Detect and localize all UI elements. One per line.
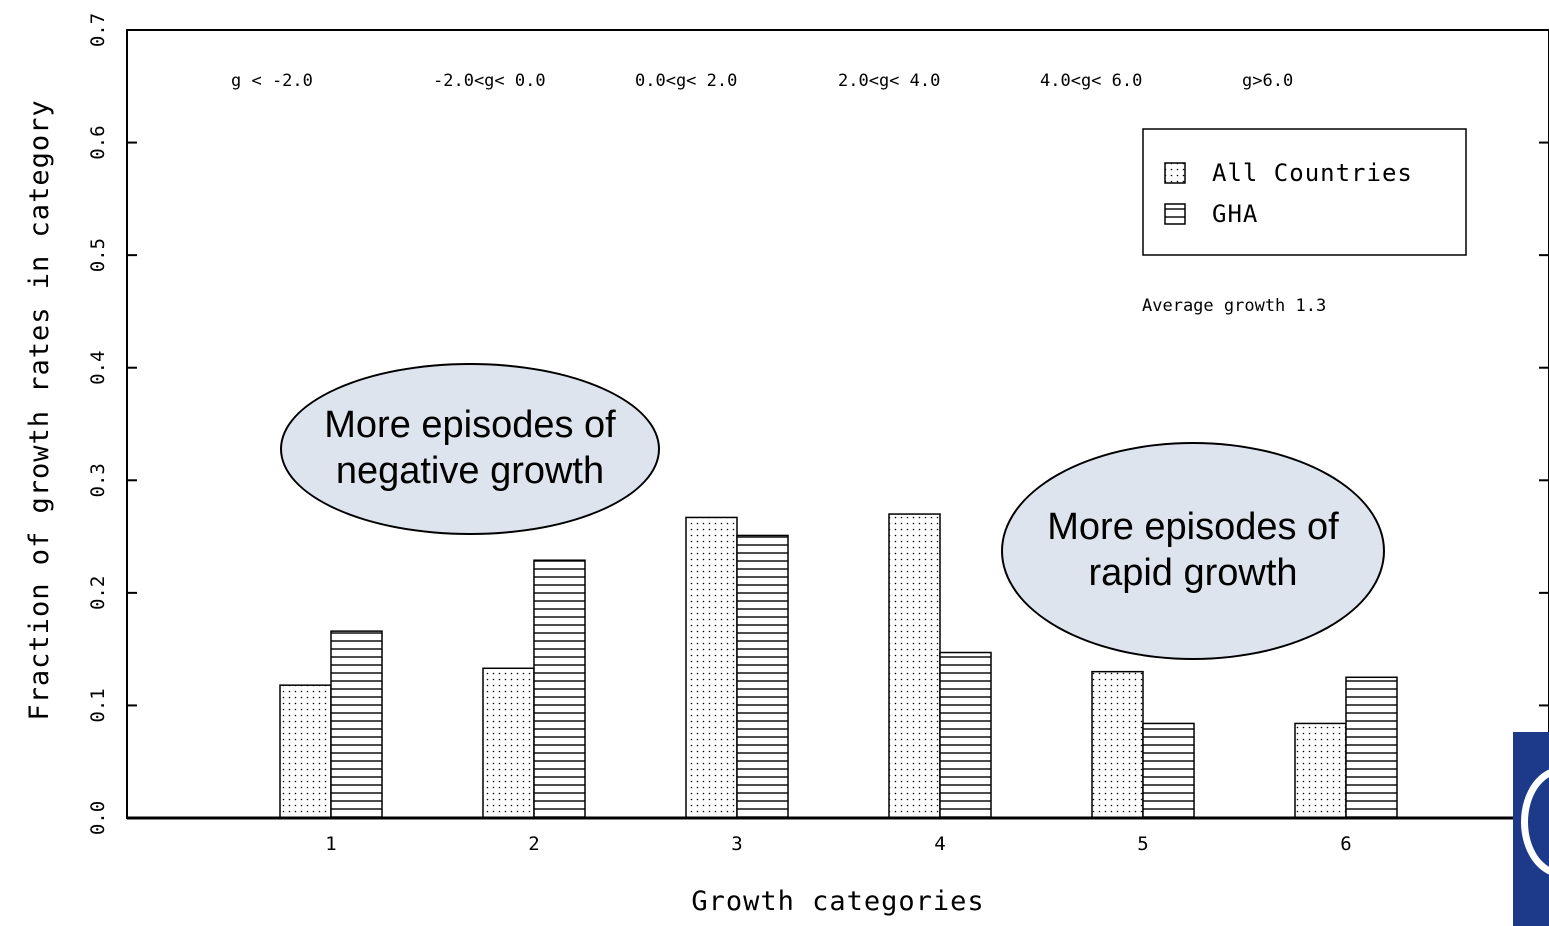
bar-all-countries-5 — [1091, 670, 1144, 819]
bar-all-countries-1 — [279, 684, 332, 819]
callout-negative-growth: More episodes of negative growth — [280, 363, 660, 535]
category-header-4: 2.0<g< 4.0 — [838, 71, 940, 91]
category-header-2: -2.0<g< 0.0 — [433, 71, 546, 91]
y-tick-label-7: 0.7 — [87, 13, 109, 47]
callout-negative-line1: More episodes of — [324, 404, 616, 447]
legend-label-gha: GHA — [1212, 200, 1258, 228]
callout-rapid-line2: rapid growth — [1088, 552, 1298, 594]
x-tick-label-5: 5 — [1137, 833, 1148, 855]
bar-gha-1 — [330, 630, 383, 819]
x-tick-label-6: 6 — [1340, 833, 1351, 855]
y-tick-label-6: 0.6 — [87, 125, 109, 159]
x-tick-label-2: 2 — [528, 833, 539, 855]
y-tick-label-5: 0.5 — [87, 238, 109, 272]
y-tick-label-4: 0.4 — [87, 351, 109, 385]
callout-rapid-growth: More episodes of rapid growth — [1001, 442, 1385, 660]
bar-gha-5 — [1142, 722, 1195, 819]
logo-ring-icon — [1521, 767, 1549, 877]
y-tick-label-3: 0.3 — [87, 463, 109, 497]
y-tick-label-2: 0.2 — [87, 576, 109, 610]
bar-all-countries-3 — [685, 516, 738, 819]
average-growth-note: Average growth 1.3 — [1142, 296, 1326, 316]
legend-box — [1142, 128, 1467, 256]
legend: All Countries GHA — [1142, 128, 1467, 256]
legend-swatch-all-countries — [1164, 162, 1186, 184]
category-header-5: 4.0<g< 6.0 — [1040, 71, 1142, 91]
bar-all-countries-2 — [482, 667, 535, 819]
y-tick-label-0: 0.0 — [87, 801, 109, 835]
callout-negative-line2: negative growth — [335, 450, 605, 492]
legend-label-all-countries: All Countries — [1212, 159, 1413, 187]
x-tick-label-4: 4 — [934, 833, 945, 855]
bar-gha-2 — [533, 559, 586, 819]
y-axis-title: Fraction of growth rates in category — [24, 99, 55, 720]
y-axis: 0.0 0.1 0.2 0.3 0.4 0.5 0.6 0.7 — [87, 13, 1549, 835]
callout-rapid-line1: More episodes of — [1047, 506, 1339, 549]
bar-all-countries-4 — [888, 513, 941, 819]
category-header-6: g>6.0 — [1242, 71, 1293, 91]
bar-gha-6 — [1345, 676, 1398, 819]
bar-gha-3 — [736, 534, 789, 819]
category-header-1: g < -2.0 — [231, 71, 313, 91]
bar-gha-4 — [939, 651, 992, 819]
x-axis-title: Growth categories — [691, 886, 984, 917]
x-tick-label-3: 3 — [731, 833, 742, 855]
category-headers: g < -2.0 -2.0<g< 0.0 0.0<g< 2.0 2.0<g< 4.0 4… — [231, 71, 1293, 91]
y-tick-label-1: 0.1 — [87, 688, 109, 722]
x-tick-label-1: 1 — [325, 833, 336, 855]
category-header-3: 0.0<g< 2.0 — [635, 71, 737, 91]
x-axis: 1 2 3 4 5 6 — [325, 833, 1351, 855]
bars — [279, 513, 1398, 819]
bar-all-countries-6 — [1294, 722, 1347, 819]
institution-logo — [1513, 732, 1549, 926]
legend-swatch-gha — [1164, 203, 1186, 225]
